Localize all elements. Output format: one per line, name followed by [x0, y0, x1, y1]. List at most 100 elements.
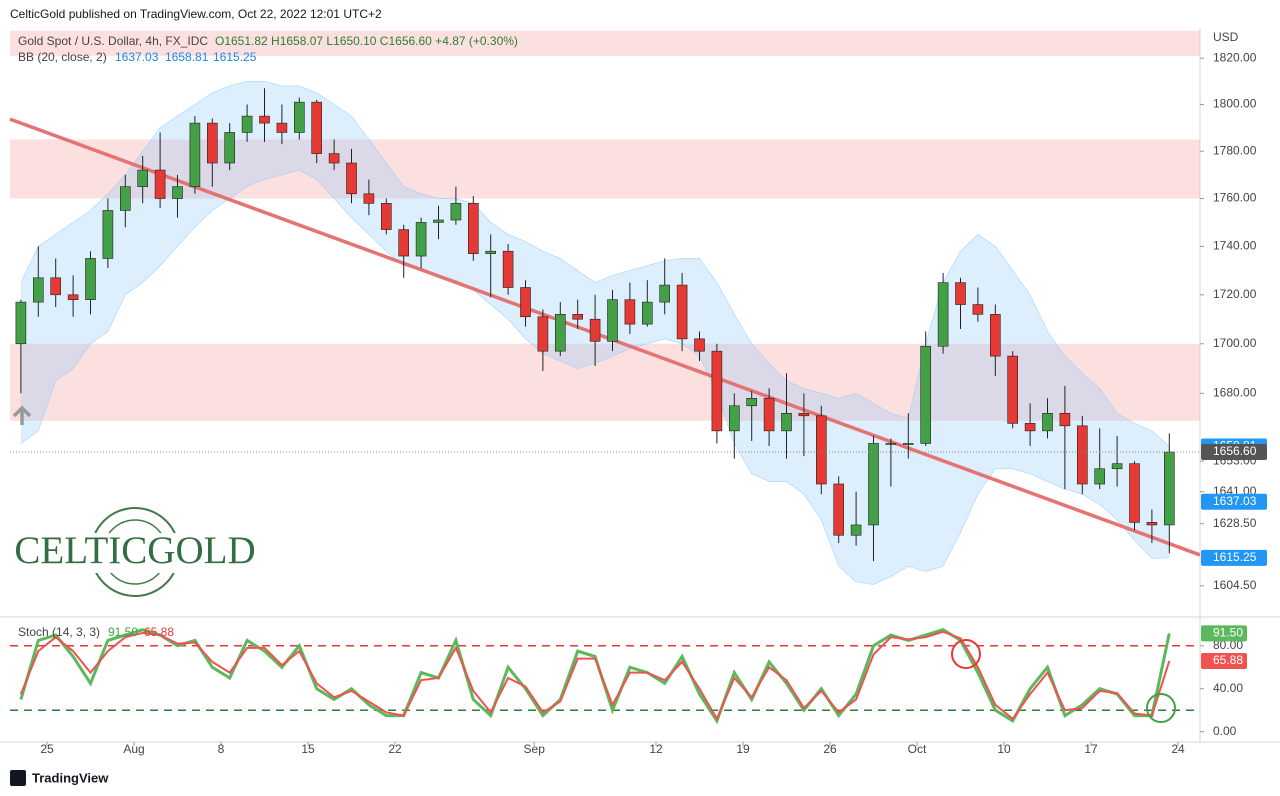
stoch-tag: 65.88: [1213, 653, 1243, 667]
x-tick-label: Sep: [524, 742, 546, 756]
candle-body: [154, 169, 166, 199]
y-tick-label: 40.00: [1213, 681, 1243, 695]
y-tick-label: 80.00: [1213, 638, 1243, 652]
y-tick-label: 1720.00: [1213, 287, 1257, 301]
candle-body: [659, 284, 671, 303]
x-tick-label: 24: [1171, 742, 1185, 756]
candle-body: [1059, 412, 1071, 427]
candle-body: [1094, 468, 1105, 485]
x-tick-label: 19: [736, 742, 750, 756]
annotation-circle: [951, 639, 981, 669]
candle-body: [920, 345, 932, 444]
bb-basis-tag: 1637.03: [1213, 494, 1257, 508]
candle-body: [955, 282, 966, 305]
candle-body: [902, 443, 914, 445]
y-tick-label: 0.00: [1213, 724, 1237, 738]
candle-body: [137, 169, 148, 187]
bb-lower-tag-bg: [1201, 549, 1267, 566]
candle-body: [781, 412, 792, 432]
y-tick-label: 1760.00: [1213, 191, 1257, 205]
y-tick-label: 1628.50: [1213, 516, 1257, 530]
candle-body: [102, 210, 114, 259]
footer: TradingView: [32, 770, 109, 785]
candle-body: [972, 304, 984, 315]
candle-body: [1024, 423, 1036, 432]
bb-lower-legend: 1615.25: [213, 50, 257, 64]
candle-body: [380, 203, 392, 230]
last-price-tag-bg: [1201, 444, 1267, 461]
x-tick-label: 22: [388, 742, 402, 756]
candle-body: [85, 258, 96, 300]
logo-band: [18, 533, 252, 573]
candle-body: [850, 524, 862, 536]
candle-body: [328, 153, 340, 164]
candle-body: [415, 222, 427, 257]
symbol-legend: Gold Spot / U.S. Dollar, 4h, FX_IDC: [18, 34, 208, 48]
resistance-zone: [10, 30, 1200, 56]
publisher: CelticGold published on TradingView.com,…: [10, 7, 382, 21]
currency: USD: [1213, 30, 1239, 44]
x-tick-label: 10: [997, 742, 1011, 756]
ohlc-legend: O1651.82 H1658.07 L1650.10 C1656.60 +4.8…: [215, 34, 518, 48]
tv-logo: [10, 770, 26, 786]
candle-body: [1007, 355, 1019, 424]
stoch-pane: 0.00 40.00 80.00 91.50 65.88: [10, 625, 1247, 738]
candle-body: [572, 314, 584, 320]
x-tick-label: 8: [218, 742, 225, 756]
annotation-circle: [1146, 693, 1176, 723]
candle-body: [989, 314, 1001, 357]
resistance-zone: [10, 343, 1200, 421]
stoch-line: [19, 628, 1171, 725]
stoch-tag-bg: [1201, 652, 1247, 669]
candle-body: [554, 314, 566, 352]
stoch-k-legend: 91.50: [108, 625, 138, 639]
y-tick-label: 1780.00: [1213, 143, 1257, 157]
candle-body: [276, 122, 288, 133]
candle-body: [502, 250, 514, 288]
candle-body: [50, 277, 62, 296]
candle-body: [433, 219, 444, 223]
candle-body: [798, 412, 810, 417]
candle-body: [1111, 463, 1123, 470]
arrow-icon: [12, 405, 32, 425]
logo-text: CELTICGOLD: [14, 529, 255, 572]
x-tick-label: 25: [40, 742, 54, 756]
candle-body: [189, 122, 201, 187]
candle-body: [1077, 425, 1088, 485]
candle-body: [624, 299, 636, 325]
y-tick-label: 1820.00: [1213, 50, 1257, 64]
bb-basis-tag-bg: [1201, 493, 1267, 510]
candle-body: [120, 186, 131, 211]
x-tick-label: 12: [649, 742, 663, 756]
bb-upper: [20, 80, 1170, 447]
bb-basis-legend: 1637.03: [115, 50, 159, 64]
y-tick-label: 1700.00: [1213, 336, 1257, 350]
candle-body: [1129, 463, 1140, 523]
candle-body: [485, 250, 497, 254]
candle-body: [589, 318, 601, 342]
x-tick-label: 17: [1084, 742, 1098, 756]
candle-body: [450, 203, 462, 221]
stoch-tag-bg: [1201, 625, 1247, 642]
stoch-d-legend: 65.88: [144, 625, 174, 639]
candle-body: [815, 415, 827, 485]
candle-body: [520, 287, 531, 318]
y-tick-label: 1680.00: [1213, 385, 1257, 399]
candle-body: [607, 299, 618, 342]
candle-body: [728, 405, 740, 432]
bb-lower-tag: 1615.25: [1213, 550, 1257, 564]
candle-body: [241, 115, 253, 133]
candle-body: [833, 483, 845, 536]
bb-upper-legend: 1658.81: [165, 50, 209, 64]
candle-body: [259, 115, 270, 124]
candle-body: [676, 284, 688, 340]
candle-body: [467, 203, 479, 254]
candle-body: [746, 398, 758, 407]
candle-body: [537, 316, 549, 352]
candle-body: [293, 101, 305, 133]
price-pane: 1820.001800.001780.001760.001740.001720.…: [9, 30, 1267, 756]
trendline: [9, 117, 1201, 557]
candle-body: [1146, 522, 1158, 526]
logo: CELTICGOLD: [14, 507, 256, 597]
